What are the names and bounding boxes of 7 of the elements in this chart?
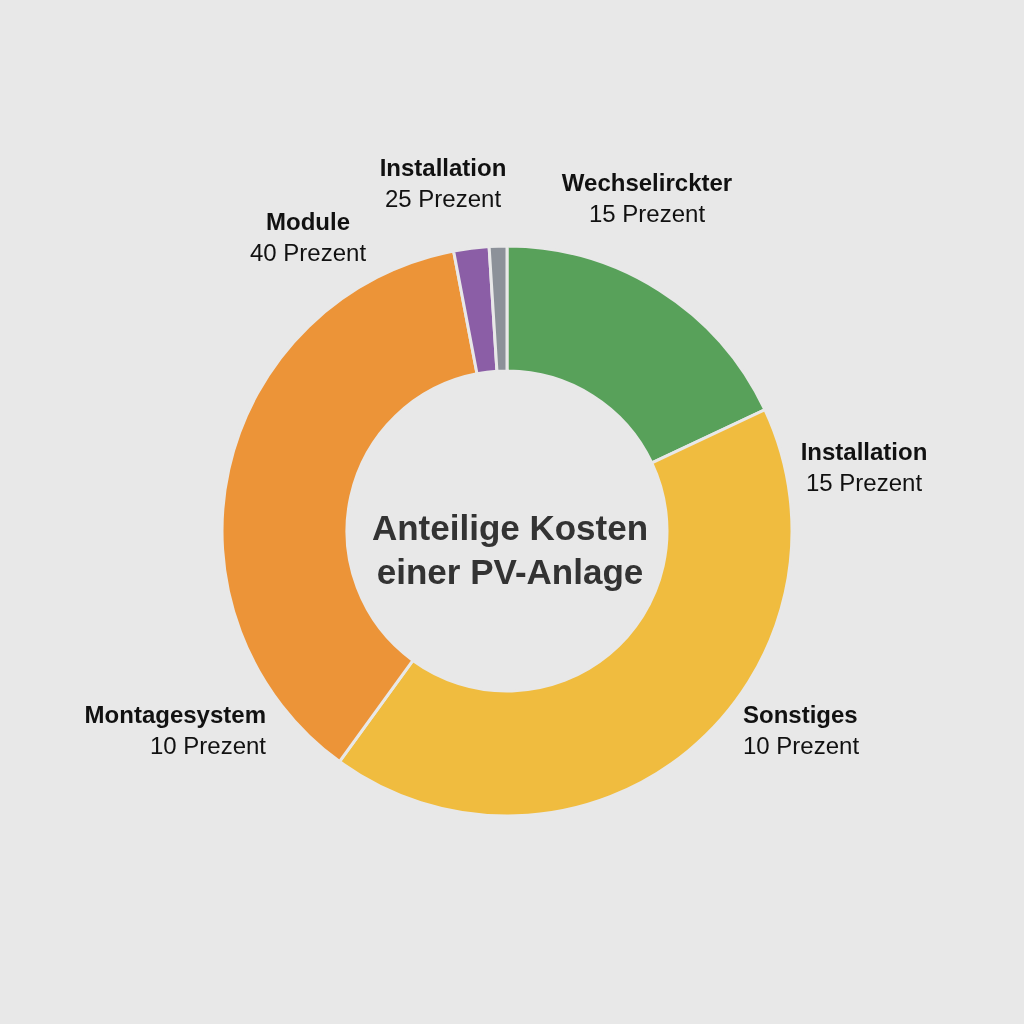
text: Anteilige Kosten einer PV-Anlage (371, 508, 649, 591)
text: Installation 25 Prezent (379, 154, 507, 212)
text: Sonstiges 10 Prezent (743, 701, 860, 759)
text: Montagesystem 10 Prezent (84, 701, 267, 759)
text: Module 40 Prezent (249, 208, 367, 266)
text: Wechselirckter 15 Prezent (561, 169, 733, 227)
text: Installation 15 Prezent (800, 438, 928, 496)
